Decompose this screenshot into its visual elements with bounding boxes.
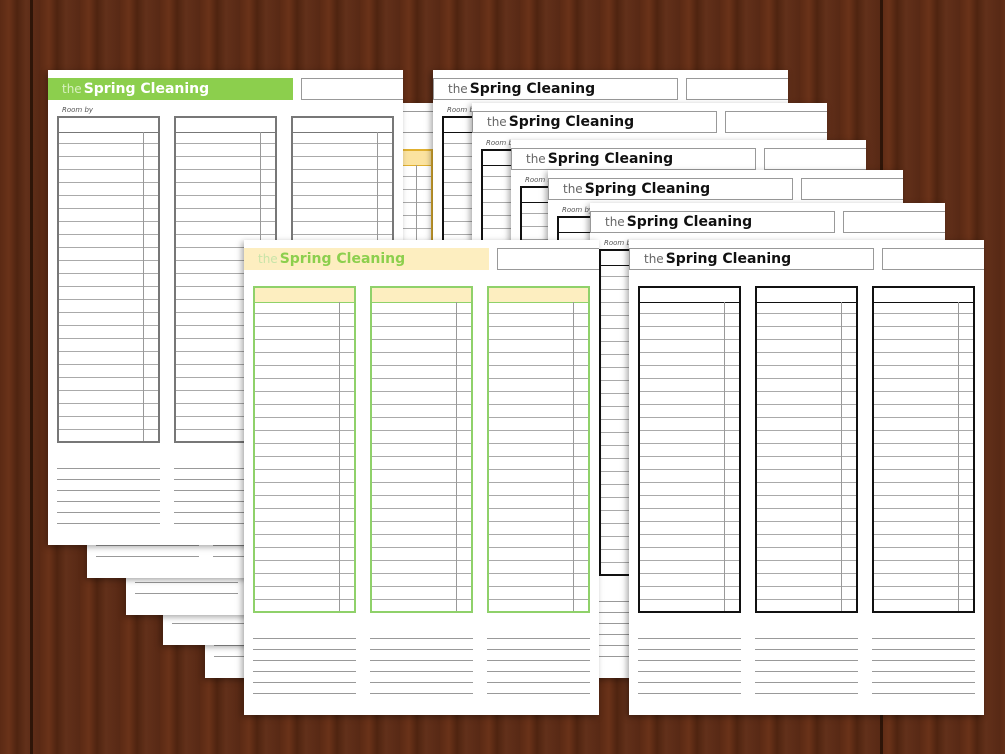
checklist-column	[253, 286, 356, 613]
column-divider	[339, 302, 340, 611]
header-title: Spring Cleaning	[626, 214, 753, 230]
page-header-bar: the Spring Cleaning	[629, 248, 874, 270]
page-subtitle: Room by	[486, 139, 518, 147]
checklist-column	[370, 286, 473, 613]
header-the: the	[487, 115, 507, 129]
checklist-column	[487, 286, 590, 613]
page-header-bar: the Spring Cleaning	[48, 78, 293, 100]
column-header	[255, 288, 354, 303]
column-divider	[724, 302, 725, 611]
header-the: the	[563, 182, 583, 196]
notes-lines	[638, 628, 975, 703]
page-subtitle: Room by	[525, 176, 557, 184]
page-subtitle: Room by	[447, 106, 479, 114]
checklist-column	[57, 116, 160, 443]
checklist-page: the Spring Cleaning	[629, 240, 984, 715]
page-subtitle: Room by	[604, 239, 636, 247]
header-the: the	[62, 82, 82, 96]
header-the: the	[448, 82, 468, 96]
name-field-box	[725, 111, 827, 133]
header-title: Spring Cleaning	[584, 181, 711, 197]
column-divider	[143, 132, 144, 441]
name-field-box	[882, 248, 984, 270]
header-the: the	[644, 252, 664, 266]
header-title: Spring Cleaning	[83, 81, 210, 97]
name-field-box	[801, 178, 903, 200]
page-subtitle: Room by	[62, 106, 94, 114]
header-title: Spring Cleaning	[665, 251, 792, 267]
column-header	[489, 288, 588, 303]
header-the: the	[258, 252, 278, 266]
checklist-column	[872, 286, 975, 613]
column-divider	[456, 302, 457, 611]
checklist-column	[638, 286, 741, 613]
name-field-box	[764, 148, 866, 170]
name-field-box	[843, 211, 945, 233]
column-header	[293, 118, 392, 133]
column-divider	[841, 302, 842, 611]
header-the: the	[605, 215, 625, 229]
page-header-bar: the Spring Cleaning	[548, 178, 793, 200]
page-header-bar: the Spring Cleaning	[590, 211, 835, 233]
header-the: the	[526, 152, 546, 166]
page-subtitle: Room by	[562, 206, 594, 214]
notes-lines	[253, 628, 590, 703]
name-field-box	[301, 78, 403, 100]
page-header-bar: the Spring Cleaning	[511, 148, 756, 170]
page-header-bar: the Spring Cleaning	[433, 78, 678, 100]
column-header	[372, 288, 471, 303]
checklist-column	[755, 286, 858, 613]
column-header	[757, 288, 856, 303]
page-header-bar: the Spring Cleaning	[472, 111, 717, 133]
header-title: Spring Cleaning	[469, 81, 596, 97]
page-header-bar: the Spring Cleaning	[244, 248, 489, 270]
column-header	[640, 288, 739, 303]
wood-plank-seam	[30, 0, 33, 754]
name-field-box	[686, 78, 788, 100]
header-title: Spring Cleaning	[508, 114, 635, 130]
column-divider	[573, 302, 574, 611]
column-header	[874, 288, 973, 303]
checklist-page: the Spring Cleaning	[244, 240, 599, 715]
header-title: Spring Cleaning	[547, 151, 674, 167]
header-title: Spring Cleaning	[279, 251, 406, 267]
column-header	[59, 118, 158, 133]
column-divider	[958, 302, 959, 611]
column-header	[176, 118, 275, 133]
name-field-box	[497, 248, 599, 270]
